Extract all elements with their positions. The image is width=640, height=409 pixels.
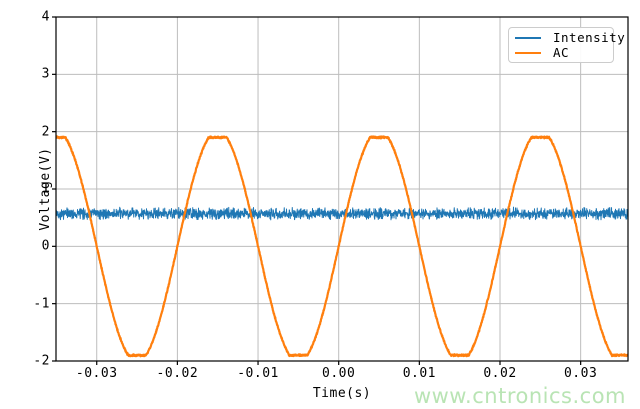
- legend-label-ac: AC: [553, 45, 570, 60]
- x-tick-label: -0.01: [237, 366, 279, 381]
- y-tick-label: -1: [33, 296, 50, 312]
- x-axis-title: Time(s): [312, 386, 372, 401]
- x-tick-label: 0.01: [402, 366, 436, 381]
- y-tick-label: 3: [41, 66, 50, 82]
- y-tick-label: 4: [41, 9, 50, 25]
- x-tick-label: 0.00: [322, 366, 356, 381]
- y-axis-title: Voltage(V): [38, 147, 54, 231]
- x-tick-label: 0.03: [563, 366, 598, 381]
- x-tick-label: -0.02: [156, 366, 199, 381]
- intensity-line-swatch: [515, 36, 541, 39]
- watermark-text: www.cntronics.com: [413, 384, 626, 408]
- y-tick-label: 1: [41, 181, 50, 197]
- series-line-ac: [56, 135, 628, 358]
- y-tick-label: 2: [41, 124, 50, 140]
- y-tick-label: 0: [41, 238, 50, 254]
- x-tick-label: -0.03: [75, 366, 118, 381]
- legend-item-intensity: Intensity: [515, 30, 625, 45]
- ac-line-swatch: [515, 51, 541, 54]
- series-line-intensity: [56, 206, 628, 221]
- legend-label-intensity: Intensity: [553, 30, 626, 45]
- y-tick-label: -2: [33, 353, 50, 369]
- x-tick-label: 0.02: [483, 366, 517, 381]
- legend-item-ac: AC: [515, 45, 607, 60]
- legend: Intensity AC: [508, 27, 625, 63]
